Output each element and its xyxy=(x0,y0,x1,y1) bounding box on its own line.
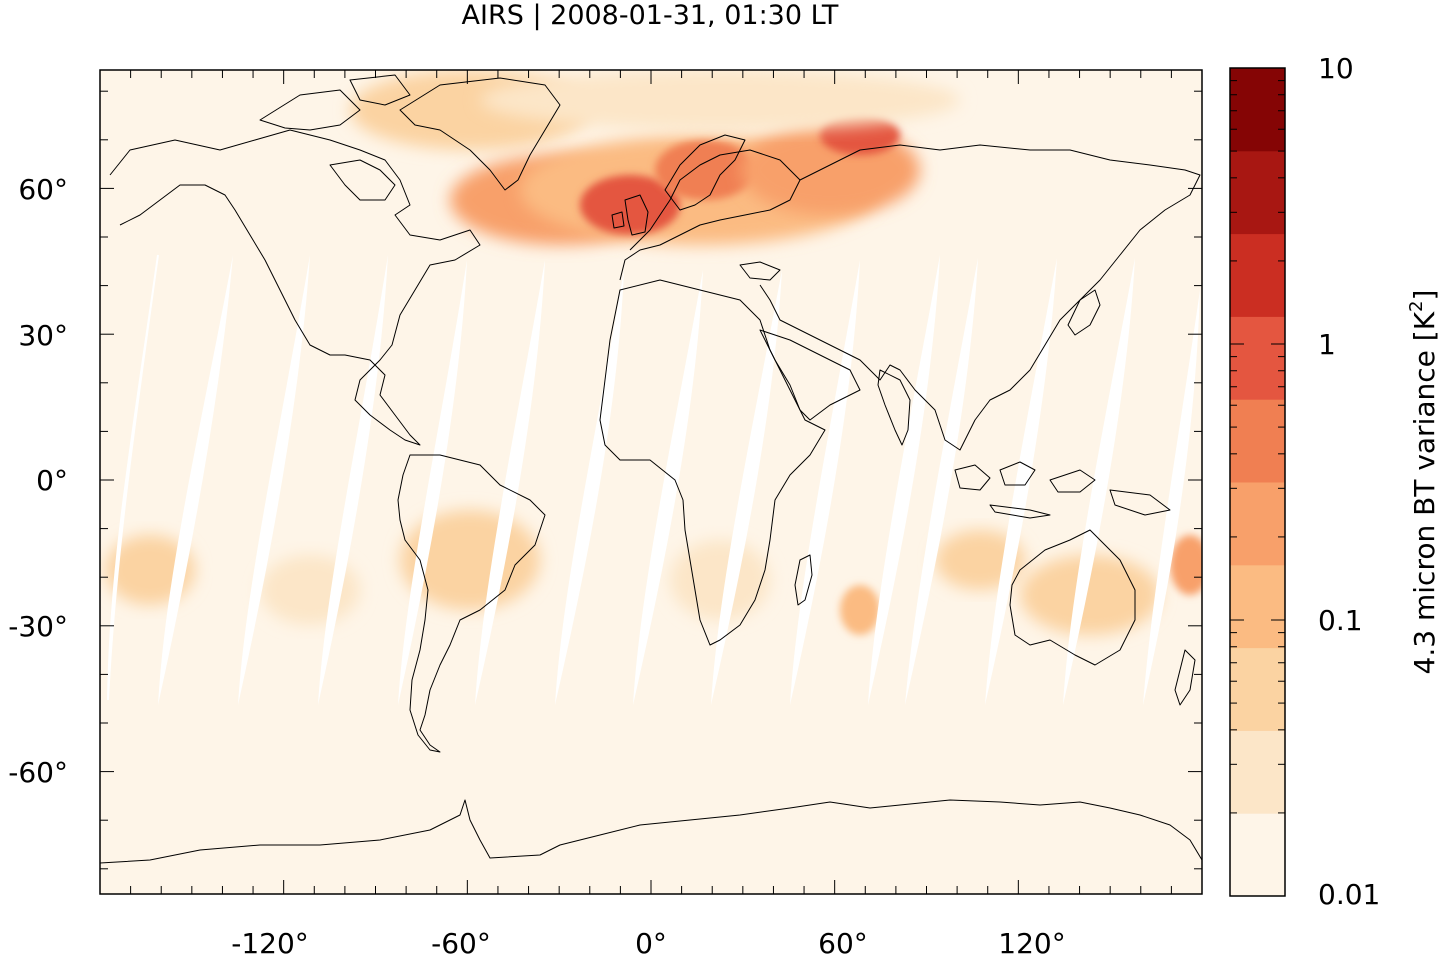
figure-title: AIRS | 2008-01-31, 01:30 LT xyxy=(462,0,839,31)
orbit-gaps xyxy=(107,254,1200,705)
variance-patch-scandinavia xyxy=(655,140,755,200)
orbit-gap xyxy=(398,260,467,705)
coastline-antarctica xyxy=(100,799,1202,864)
orbit-gap xyxy=(868,255,940,705)
variance-patch-arctic xyxy=(480,70,960,130)
orbit-gap xyxy=(711,270,782,705)
coastline-new-zealand xyxy=(1174,649,1196,706)
colorbar-band xyxy=(1230,150,1285,235)
colorbar-band xyxy=(1230,316,1285,400)
coastline-indonesia xyxy=(954,461,1171,519)
orbit-gap xyxy=(790,260,860,705)
colorbar-band xyxy=(1230,730,1285,814)
orbit-gap xyxy=(107,254,159,701)
variance-patch-coral-sea xyxy=(1170,535,1202,595)
orbit-gap xyxy=(1063,258,1135,705)
coastline-canadian-archipelago xyxy=(259,74,411,131)
colorbar-label-end: ] xyxy=(1408,290,1441,301)
colorbar-bands xyxy=(1230,68,1285,897)
variance-patch-australia xyxy=(1020,555,1160,635)
orbit-gap xyxy=(1143,290,1200,705)
x-tick-label: 120° xyxy=(998,927,1065,956)
coastline-madagascar xyxy=(794,554,813,606)
coastline-japan xyxy=(1067,289,1101,336)
variance-patch-british-isles xyxy=(580,175,680,235)
y-tick-label: 30° xyxy=(18,319,68,352)
colorbar-band xyxy=(1230,399,1285,483)
colorbar-band xyxy=(1230,68,1285,152)
x-tick-label: 0° xyxy=(635,927,667,956)
orbit-gap xyxy=(985,258,1057,705)
colorbar-band xyxy=(1230,564,1285,649)
colorbar-label-superscript: 2 xyxy=(1406,300,1427,311)
colorbar-frame xyxy=(1229,67,1286,897)
map-minor-ticks xyxy=(100,70,1202,894)
map-panel xyxy=(100,70,1202,894)
coastline-arabia xyxy=(759,329,861,421)
colorbar-tick-label: 0.1 xyxy=(1318,604,1363,637)
orbit-gap xyxy=(633,270,703,705)
orbit-gap xyxy=(158,255,233,705)
colorbar-tick-label: 0.01 xyxy=(1318,878,1380,911)
colorbar-band xyxy=(1230,482,1285,566)
orbit-gap xyxy=(555,270,624,705)
orbit-gap xyxy=(475,260,545,705)
coastline-north-america xyxy=(109,129,481,446)
orbit-gap xyxy=(905,258,978,705)
y-tick-label: 60° xyxy=(18,173,68,206)
y-tick-label: 0° xyxy=(36,464,68,497)
coastlines xyxy=(100,74,1202,864)
colorbar-tick-label: 1 xyxy=(1318,328,1336,361)
coastline-australia xyxy=(1009,529,1136,666)
colorbar-label-text: 4.3 micron BT variance [K xyxy=(1408,311,1441,674)
y-tick-label: -60° xyxy=(8,756,68,789)
x-tick-label: 60° xyxy=(818,927,868,956)
colorbar: 10 1 0.1 0.01 4.3 micron BT variance [K2… xyxy=(1229,52,1441,911)
colorbar-label: 4.3 micron BT variance [K2] xyxy=(1406,290,1441,675)
coastline-asia xyxy=(759,144,1201,451)
orbit-gap xyxy=(238,255,310,705)
colorbar-band xyxy=(1230,647,1285,731)
coastline-hudson-bay xyxy=(329,159,396,201)
colorbar-tick-label: 10 xyxy=(1318,52,1354,85)
x-tick-label: -120° xyxy=(231,927,309,956)
colorbar-band xyxy=(1230,233,1285,317)
coastline-greenland xyxy=(399,77,561,191)
colorbar-ticks xyxy=(1230,80,1285,897)
coastline-scandinavia xyxy=(664,134,746,211)
y-tick-label: -30° xyxy=(8,610,68,643)
coastline-british-isles xyxy=(611,194,649,236)
variance-field xyxy=(105,70,1202,635)
variance-patch-africa xyxy=(670,540,770,620)
coastline-south-america xyxy=(397,454,546,753)
variance-patch-madagascar xyxy=(840,585,880,635)
colorbar-band xyxy=(1230,813,1285,897)
coastline-india xyxy=(877,369,911,446)
x-tick-label: -60° xyxy=(431,927,491,956)
orbit-gap xyxy=(318,255,388,705)
